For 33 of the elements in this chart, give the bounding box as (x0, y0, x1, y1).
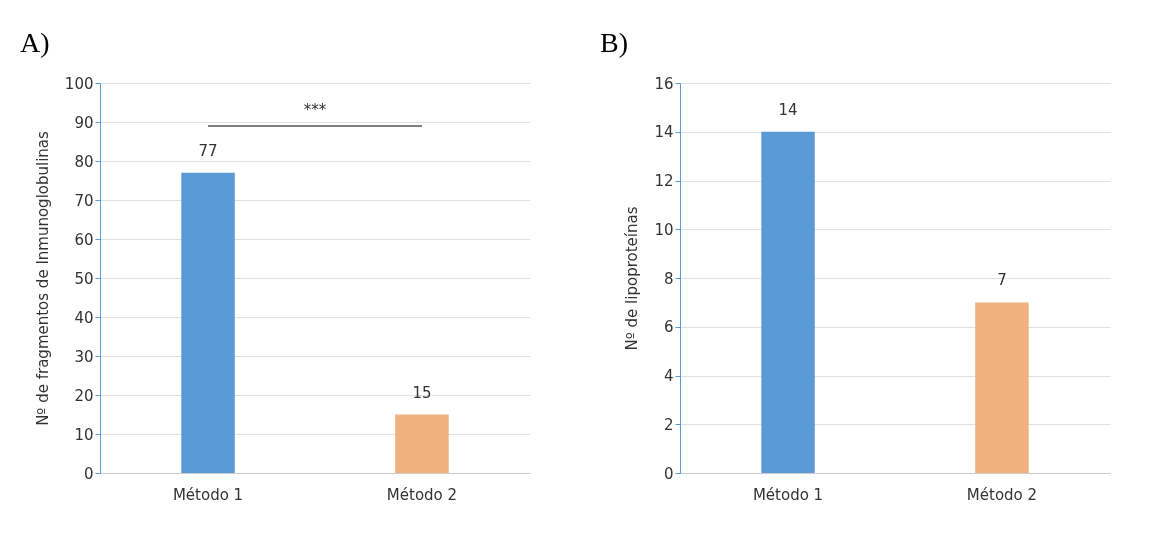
y-tick-label: 80 (74, 152, 94, 171)
y-tick-label: 60 (74, 230, 94, 249)
y-tick-label: 10 (654, 220, 674, 239)
y-tick-label: 30 (74, 347, 94, 366)
y-tick-label: 20 (74, 386, 94, 405)
y-tick-label: 10 (74, 425, 94, 444)
y-tick-label: 14 (654, 123, 674, 142)
chart-title: A) (20, 27, 50, 58)
y-tick-label: 8 (663, 269, 674, 288)
y-tick-label: 50 (74, 269, 94, 288)
chart-title: B) (600, 27, 628, 58)
annotation: *** (303, 100, 327, 119)
y-axis-title: Nº de lipoproteínas (623, 206, 642, 351)
y-tick-label: 40 (74, 308, 94, 327)
y-tick-label: 12 (654, 172, 674, 190)
y-tick-label: 16 (654, 74, 674, 93)
y-tick-label: 70 (74, 191, 94, 210)
data-label: 14 (778, 100, 798, 119)
x-tick-label: Método 2 (386, 485, 458, 504)
y-tick-label: 4 (663, 367, 674, 385)
x-tick-label: Método 2 (966, 485, 1038, 504)
data-label: 77 (198, 141, 218, 160)
data-label: 7 (997, 271, 1007, 290)
y-tick-label: 2 (663, 415, 674, 434)
y-axis-title: Nº de fragmentos de Inmunoglobulinas (33, 130, 52, 426)
data-label: 15 (412, 383, 432, 402)
y-tick-label: 6 (663, 318, 674, 337)
y-tick-label: 90 (74, 113, 94, 132)
x-tick-label: Método 1 (172, 485, 244, 504)
y-tick-label: 0 (663, 464, 674, 483)
y-tick-label: 100 (64, 74, 94, 93)
x-tick-label: Método 1 (752, 485, 824, 504)
y-tick-label: 0 (83, 464, 94, 483)
